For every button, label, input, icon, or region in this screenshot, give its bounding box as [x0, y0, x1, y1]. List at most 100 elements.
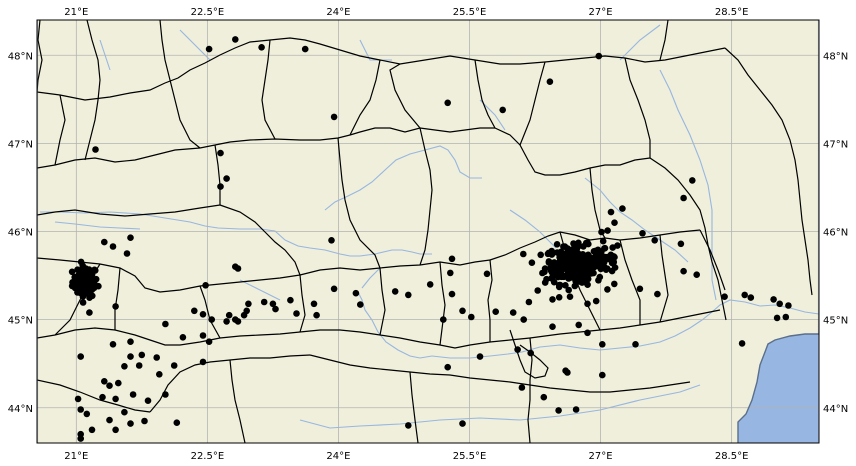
- x-tick-label: 27°E: [589, 7, 613, 18]
- data-point: [549, 323, 556, 331]
- data-point: [584, 275, 592, 283]
- data-point: [92, 146, 99, 153]
- data-point: [78, 266, 85, 274]
- data-point: [135, 362, 143, 369]
- data-point: [173, 419, 181, 427]
- data-point: [83, 410, 91, 418]
- admin-borders: [37, 20, 813, 443]
- data-point: [199, 311, 207, 318]
- coastline: [737, 333, 819, 443]
- data-point: [121, 363, 128, 370]
- data-point: [572, 406, 580, 413]
- data-point: [636, 285, 644, 293]
- data-point: [537, 251, 544, 259]
- x-tick-label: 22.5°E: [191, 7, 225, 18]
- data-point: [785, 302, 792, 309]
- data-point: [654, 290, 661, 298]
- data-point: [77, 406, 84, 413]
- data-point: [357, 301, 364, 308]
- data-point: [444, 99, 452, 107]
- data-point: [77, 435, 84, 442]
- data-point: [541, 265, 549, 272]
- data-point: [191, 307, 198, 315]
- x-tick-label: 24°E: [326, 451, 350, 462]
- data-point: [272, 305, 279, 313]
- data-point: [534, 287, 541, 294]
- x-tick-label: 28.5°E: [715, 451, 749, 462]
- data-point: [564, 271, 571, 279]
- y-tick-label: 44°N: [8, 404, 33, 415]
- data-point: [77, 258, 85, 266]
- data-point: [553, 249, 561, 256]
- data-point: [205, 338, 213, 346]
- data-point: [202, 282, 209, 289]
- data-point: [330, 113, 338, 121]
- data-point: [599, 371, 606, 379]
- data-point: [549, 273, 557, 280]
- data-point: [447, 269, 454, 277]
- data-point: [492, 308, 500, 316]
- y-axis-left-labels: 48°N 47°N 46°N 45°N 44°N: [8, 51, 33, 415]
- y-tick-label: 46°N: [8, 228, 33, 239]
- data-point: [525, 298, 533, 306]
- data-point: [162, 320, 169, 328]
- data-point: [689, 177, 696, 184]
- data-point: [127, 420, 134, 427]
- rivers: [40, 24, 819, 429]
- data-point: [127, 353, 134, 360]
- data-point: [584, 329, 591, 337]
- data-point: [310, 300, 318, 308]
- data-point: [747, 294, 755, 301]
- data-point: [721, 293, 728, 301]
- data-point: [540, 393, 548, 401]
- x-axis-top-labels: 21°E 22.5°E 24°E 25.5°E 27°E 28.5°E: [64, 7, 748, 18]
- data-point: [106, 416, 113, 424]
- y-tick-label: 48°N: [823, 51, 848, 62]
- data-point: [313, 311, 320, 319]
- data-point: [86, 294, 93, 302]
- data-point: [567, 265, 575, 272]
- data-point: [170, 362, 178, 369]
- data-point: [547, 267, 555, 275]
- data-point: [352, 289, 360, 297]
- data-point: [585, 240, 592, 248]
- data-point: [553, 241, 561, 248]
- data-point: [680, 194, 687, 202]
- data-point: [570, 240, 577, 247]
- data-point: [607, 208, 615, 216]
- data-point: [81, 273, 88, 281]
- data-point: [223, 318, 230, 325]
- data-point: [287, 296, 294, 304]
- data-point: [770, 296, 777, 303]
- data-point: [123, 250, 131, 257]
- data-point: [106, 382, 113, 390]
- data-point: [405, 422, 412, 429]
- data-point: [101, 378, 108, 385]
- data-point: [293, 310, 300, 317]
- data-point: [573, 251, 580, 259]
- data-point: [405, 291, 412, 299]
- data-point: [459, 420, 466, 427]
- data-point: [520, 250, 527, 258]
- data-point: [608, 267, 616, 275]
- data-point: [584, 300, 591, 308]
- data-point: [614, 242, 621, 249]
- data-point: [112, 303, 119, 310]
- x-tick-label: 25.5°E: [453, 7, 487, 18]
- data-point: [483, 270, 491, 278]
- data-point: [448, 290, 456, 298]
- data-point: [611, 280, 618, 288]
- data-point: [598, 228, 605, 236]
- data-point: [112, 426, 119, 434]
- data-point: [680, 267, 687, 275]
- data-point: [509, 309, 517, 316]
- data-point: [448, 255, 456, 263]
- data-point: [520, 316, 527, 323]
- data-point: [95, 282, 102, 290]
- data-point: [566, 255, 573, 262]
- data-point: [738, 340, 746, 347]
- data-point: [527, 349, 534, 357]
- data-point: [330, 285, 338, 293]
- data-point: [88, 426, 96, 434]
- data-point: [234, 265, 242, 272]
